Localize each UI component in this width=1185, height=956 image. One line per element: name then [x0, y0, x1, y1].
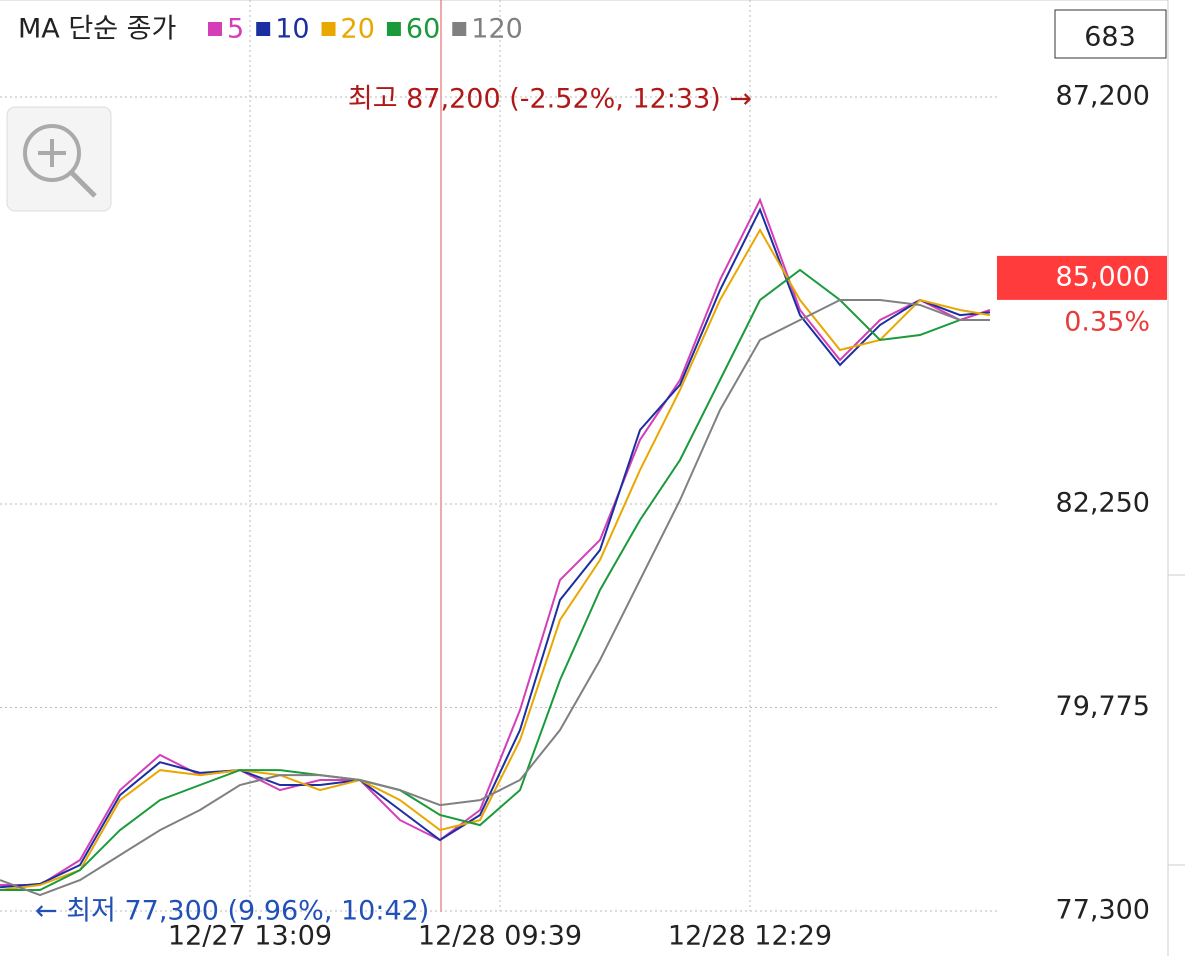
y-tick-label: 77,300 — [1056, 895, 1150, 926]
x-tick-label: 12/27 13:09 — [168, 921, 332, 952]
indicator-box — [1054, 9, 1167, 59]
legend-swatch — [386, 22, 401, 36]
y-tick-label: 82,250 — [1056, 488, 1150, 519]
low-annotation: ← 최저 77,300 (9.96%, 10:42) — [35, 896, 429, 927]
y-tick-label: 87,200 — [1056, 81, 1150, 112]
price-marker — [997, 255, 1167, 300]
zoom-icon — [23, 124, 81, 182]
price-label: 85,000 — [1056, 261, 1150, 292]
legend-label: 120 — [471, 14, 523, 45]
ma-line — [0, 299, 990, 897]
legend-label: 20 — [341, 14, 375, 45]
ma-line — [0, 197, 991, 886]
ma-line — [0, 207, 991, 889]
high-annotation: 최고 87,200 (-2.52%, 12:33) → — [348, 84, 752, 115]
x-tick-label: 12/28 09:39 — [418, 921, 582, 952]
legend-swatch — [256, 22, 271, 36]
legend-label: 5 — [227, 14, 244, 45]
legend-swatch — [452, 22, 467, 36]
ma-line — [0, 227, 991, 891]
indicator-value: 683 — [1084, 22, 1136, 53]
ma-line — [0, 268, 990, 891]
change-label: 0.35% — [1064, 306, 1150, 337]
x-tick-label: 12/28 12:29 — [668, 921, 832, 952]
legend-swatch — [208, 22, 222, 36]
y-tick-label: 79,775 — [1056, 691, 1150, 722]
zoom-icon — [69, 170, 97, 198]
legend-title: MA 단순 종가 — [18, 14, 176, 45]
legend-label: 60 — [406, 14, 440, 45]
legend-label: 10 — [275, 14, 309, 45]
legend-swatch — [321, 22, 336, 36]
zoom-button[interactable] — [6, 106, 112, 212]
